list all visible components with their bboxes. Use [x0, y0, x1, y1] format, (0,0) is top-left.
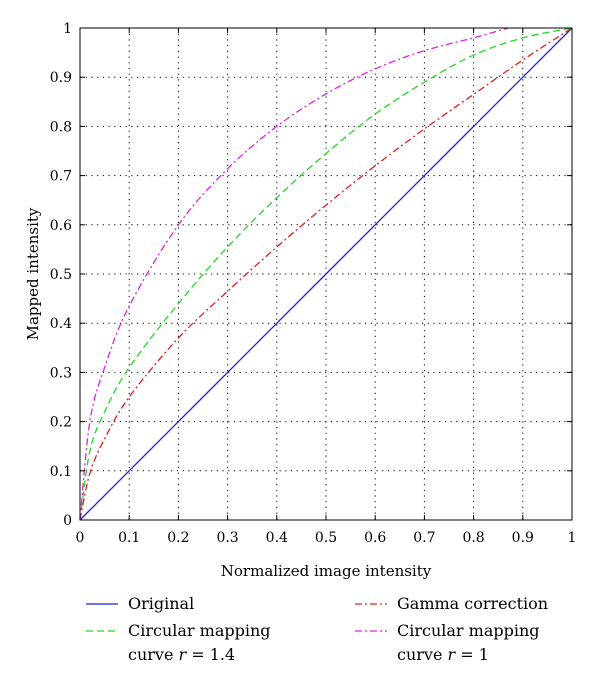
x-tick-label: 0.6: [364, 530, 386, 546]
y-tick-label: 0.6: [50, 218, 72, 234]
x-tick-label: 0.9: [512, 530, 534, 546]
x-tick-label: 0.7: [413, 530, 435, 546]
series-line-2: [79, 27, 573, 521]
x-tick-label: 0.3: [216, 530, 238, 546]
y-tick-label: 0.9: [50, 70, 72, 86]
series-line-3: [79, 27, 573, 521]
x-tick-labels: 0 0.1 0.2 0.3 0.4 0.5 0.6 0.7 0.8 0.9 1: [76, 28, 577, 546]
y-tick-label: 0.7: [50, 169, 72, 185]
x-tick-label: 0: [76, 530, 85, 546]
legend-label-4: Circular mapping: [397, 621, 540, 640]
y-tick-label: 0.8: [50, 119, 72, 135]
x-tick-label: 0.1: [118, 530, 140, 546]
legend-label-3: Circular mapping: [128, 621, 271, 640]
y-axis-label: Mapped intensity: [24, 207, 42, 340]
y-tick-label: 0.2: [50, 415, 72, 431]
x-tick-label: 0.2: [167, 530, 189, 546]
legend-label-2: Gamma correction: [397, 594, 548, 613]
y-tick-label: 0.3: [50, 365, 72, 381]
legend: Original Circular mapping curve r = 1.4 Gam…: [86, 594, 548, 664]
y-tick-label: 0.4: [50, 316, 72, 332]
series-lines: [79, 27, 573, 521]
legend-label-3: curve r = 1.4: [128, 645, 235, 664]
series-line-4: [79, 27, 509, 521]
x-axis-label: Normalized image intensity: [221, 562, 432, 580]
series-line-1: [79, 27, 573, 521]
y-tick-label: 0: [63, 513, 72, 529]
y-tick-labels: 0 0.1 0.2 0.3 0.4 0.5 0.6 0.7 0.8 0.9 1: [50, 21, 572, 529]
y-tick-label: 0.1: [50, 464, 72, 480]
y-tick-label: 0.5: [50, 267, 72, 283]
x-tick-label: 0.4: [266, 530, 288, 546]
x-tick-label: 0.8: [462, 530, 484, 546]
x-tick-label: 0.5: [315, 530, 337, 546]
legend-label-1: Original: [128, 594, 194, 613]
y-tick-label: 1: [63, 21, 72, 37]
x-tick-label: 1: [568, 530, 577, 546]
legend-label-4: curve r = 1: [397, 645, 489, 664]
